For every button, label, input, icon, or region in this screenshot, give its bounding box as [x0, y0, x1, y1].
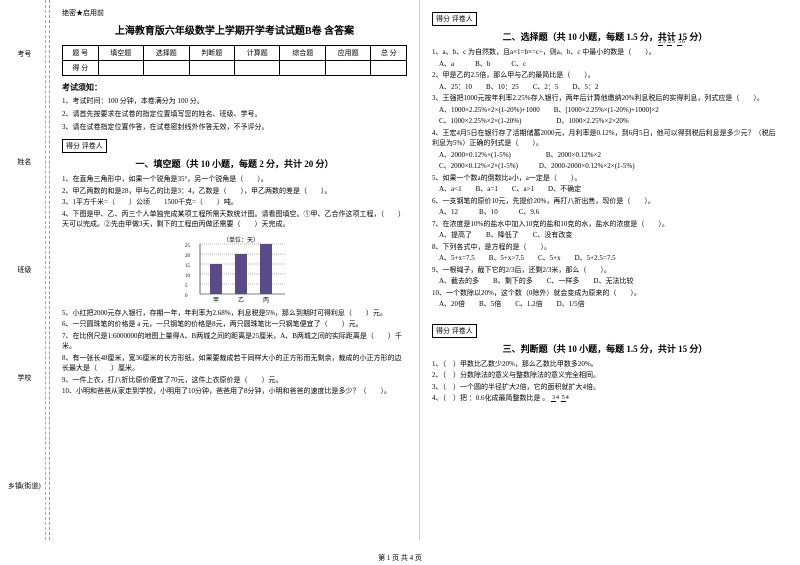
- choice-q: 8、下列各式中，是方程的是（ ）。: [432, 242, 778, 253]
- table-row: 得 分: [63, 61, 407, 76]
- choice-opt: A、a<1 B、a=1 C、a>1 D、不确定: [432, 184, 778, 195]
- choice-opt: C、2000×0.12%×2×(1-5%) D、2000-2000×0.12%×…: [432, 161, 778, 172]
- xlabel: 甲: [213, 297, 219, 304]
- notice-item: 3、请在试卷指定位置作答，在试卷密封线外作答无效，不予评分。: [62, 123, 407, 133]
- notice-title: 考试须知：: [62, 82, 407, 93]
- fill-q: 5、小红把2000元存入银行，存期一年，年利率为2.68%，利息税是5%，那么到…: [62, 308, 407, 319]
- side-labels: 考号 姓名 班级 学校 乡镇(街道): [8, 0, 41, 540]
- fraction: 34: [551, 395, 559, 401]
- choice-q: 6、一支钢笔的原价10元，先提价20%，再打八折出售，现价是（ ）。: [432, 196, 778, 207]
- judge-q: 2、（ ）分数除法的意义与整数除法的意义完全相同。: [432, 370, 778, 381]
- section3-title: 三、判断题（共 10 小题，每题 1.5 分，共计 15 分）: [432, 342, 778, 355]
- notice-item: 1、考试时间：100 分钟，本卷满分为 100 分。: [62, 97, 407, 107]
- fraction: 56: [677, 39, 685, 45]
- choice-opt: A、2000×0.12%×(1-5%) B、2000×0.12%×2: [432, 150, 778, 161]
- exam-title: 上海教育版六年级数学上学期开学考试试题B卷 含答案: [62, 22, 407, 37]
- th: 综合题: [280, 46, 325, 61]
- fraction: 54: [561, 395, 569, 401]
- fill-q: 9、一件上衣，打八折比原价便宜了70元，这件上衣原价是（ ）元。: [62, 375, 407, 386]
- page-footer: 第 1 页 共 4 页: [0, 553, 800, 563]
- ytick: 10: [185, 274, 191, 279]
- th: 总 分: [371, 46, 407, 61]
- label-class: 班级: [8, 265, 41, 275]
- fill-q: 6、一只圆珠笔的价格是 a 元，一只钢笔的价格是8元，两只圆珠笔比一只钢笔便宜了…: [62, 319, 407, 330]
- choice-opt: A、截去的多 B、剩下的多 C、一样多 D、无法比较: [432, 276, 778, 287]
- judge-q: 3、（ ）一个圆的半径扩大2倍，它的面积就扩大4倍。: [432, 382, 778, 393]
- fraction: 25: [667, 39, 675, 45]
- label-town: 乡镇(街道): [8, 481, 41, 491]
- choice-q: 9、一根绳子，截下它的2/3后，还剩2/3米，那么（ ）。: [432, 265, 778, 276]
- td: [144, 61, 189, 76]
- choice-q: 1、a、b、c 为自然数，且a×1=b×=c÷，则a、b、c 中最小的数是（ ）…: [432, 47, 778, 58]
- bar: [235, 254, 247, 294]
- choice-opt: A、提高了 B、降低了 C、没有改变: [432, 230, 778, 241]
- th: 填空题: [98, 46, 143, 61]
- grade-box: 得分 评卷人: [62, 139, 107, 153]
- choice-opt: A、1000×2.25%×2×(1-20%)+1000 B、[1000×2.25…: [432, 105, 778, 116]
- bar-chart: （单位：天） 25 20 15 10 5 0 甲 乙 丙: [175, 234, 295, 304]
- bar: [210, 264, 222, 294]
- label-examno: 考号: [8, 49, 41, 59]
- right-column: 得分 评卷人 二、选择题（共 10 小题，每题 1.5 分，共计 15 分） 1…: [420, 0, 790, 540]
- fill-q: 1、在直角三角形中，如果一个锐角是35°，另一个锐角是（ ）。: [62, 174, 407, 185]
- judge-q: 4、（ ）把 ：0.6化成最简整数比是 。 34 54: [432, 393, 778, 404]
- score-table: 题 号 填空题 选择题 判断题 计算题 综合题 应用题 总 分 得 分: [62, 45, 407, 76]
- th: 计算题: [234, 46, 279, 61]
- fill-q: 4、下图是甲、乙、丙三个人单独完成某项工程所需天数统计图。请看图填空。①甲、乙合…: [62, 209, 407, 230]
- ytick: 20: [185, 254, 191, 259]
- ytick: 15: [185, 264, 191, 269]
- td: [234, 61, 279, 76]
- xlabel: 丙: [263, 297, 269, 304]
- grade-box: 得分 评卷人: [432, 12, 477, 26]
- choice-q: 7、在浓度是10%的盐水中加入10克的盐和10克的水，盐水的浓度是（ ）。: [432, 219, 778, 230]
- ytick: 0: [185, 294, 188, 299]
- q-text: 1、a、b、c 为自然数，且a×1=b×=c÷，则a、b、c 中最小的数是（ ）…: [432, 48, 656, 56]
- grade-box: 得分 评卷人: [432, 324, 477, 338]
- fill-q: 8、有一张长48厘米，宽36厘米的长方形纸，如果要裁成若干同样大小的正方形而无剩…: [62, 353, 407, 374]
- choice-q: 5、如果一个数a的倒数比a小，a一定是（ ）。: [432, 173, 778, 184]
- label-school: 学校: [8, 373, 41, 383]
- choice-opt: A、a B、b C、c: [432, 59, 778, 70]
- choice-opt: A、5+x=7.5 B、5+x>7.5 C、5+x D、5+2.5=7.5: [432, 253, 778, 264]
- fill-q: 7、在比例尺是1:6000000的地图上量得A、B两城之间的距离是25厘米，A、…: [62, 331, 407, 352]
- section2-title: 二、选择题（共 10 小题，每题 1.5 分，共计 15 分）: [432, 30, 778, 43]
- td: [371, 61, 407, 76]
- fill-q: 3、1平方千米=（ ）公顷 1500千克=（ ）吨。: [62, 197, 407, 208]
- td: 得 分: [63, 61, 99, 76]
- choice-opt: A、25：10 B、10：25 C、2：5 D、5：2: [432, 82, 778, 93]
- choice-opt: C、1000×2.25%×2×(1-20%) D、1000×2.25%×2×20…: [432, 116, 778, 127]
- table-row: 题 号 填空题 选择题 判断题 计算题 综合题 应用题 总 分: [63, 46, 407, 61]
- td: [98, 61, 143, 76]
- binding-margin: 考号 姓名 班级 学校 乡镇(街道): [0, 0, 50, 540]
- left-column: 绝密★启用前 上海教育版六年级数学上学期开学考试试题B卷 含答案 题 号 填空题…: [50, 0, 420, 540]
- section1-title: 一、填空题（共 10 小题，每题 2 分，共计 20 分）: [62, 157, 407, 170]
- th: 题 号: [63, 46, 99, 61]
- fill-q: 10、小明和爸爸从家走到学校，小明用了10分钟，爸爸用了8分钟，小明和爸爸的速度…: [62, 386, 407, 397]
- notice-item: 2、请首先按要求在试卷的指定位置填写您的姓名、班级、学号。: [62, 110, 407, 120]
- td: [325, 61, 370, 76]
- label-name: 姓名: [8, 157, 41, 167]
- fraction: 25: [658, 39, 666, 45]
- choice-opt: A、12 B、10 C、9.6: [432, 207, 778, 218]
- fill-q: 2、甲乙两数的和是28，甲与乙的比是3：4，乙数是（ ），甲乙两数的差是（ ）。: [62, 186, 407, 197]
- choice-q: 4、王宏4月5日在银行存了活期储蓄2000元，月利率是0.12%，到6月5日，他…: [432, 128, 778, 149]
- td: [280, 61, 325, 76]
- th: 应用题: [325, 46, 370, 61]
- choice-opt: A、20倍 B、5倍 C、1.2倍 D、1/5倍: [432, 299, 778, 310]
- choice-q: 2、甲是乙的2.5倍，那么甲与乙的最简比是（ ）。: [432, 70, 778, 81]
- q-text: 4、（ ）把 ：0.6化成最简整数比是 。: [432, 394, 549, 402]
- td: [189, 61, 234, 76]
- bar: [260, 244, 272, 294]
- ytick: 5: [185, 284, 188, 289]
- choice-q: 3、王强把1000元按年利率2.25%存入银行，两年后计算他缴纳20%利息税后的…: [432, 93, 778, 104]
- choice-q: 10、一个数除以20%，这个数（0除外）就会变成为原来的（ ）。: [432, 288, 778, 299]
- secret-label: 绝密★启用前: [62, 8, 407, 18]
- seal-line: [45, 0, 46, 540]
- chart-ylabel: （单位：天）: [223, 236, 259, 244]
- ytick: 25: [185, 244, 191, 249]
- th: 判断题: [189, 46, 234, 61]
- th: 选择题: [144, 46, 189, 61]
- xlabel: 乙: [238, 297, 244, 304]
- judge-q: 1、（ ）甲数比乙数少20%，那么乙数比甲数多20%。: [432, 359, 778, 370]
